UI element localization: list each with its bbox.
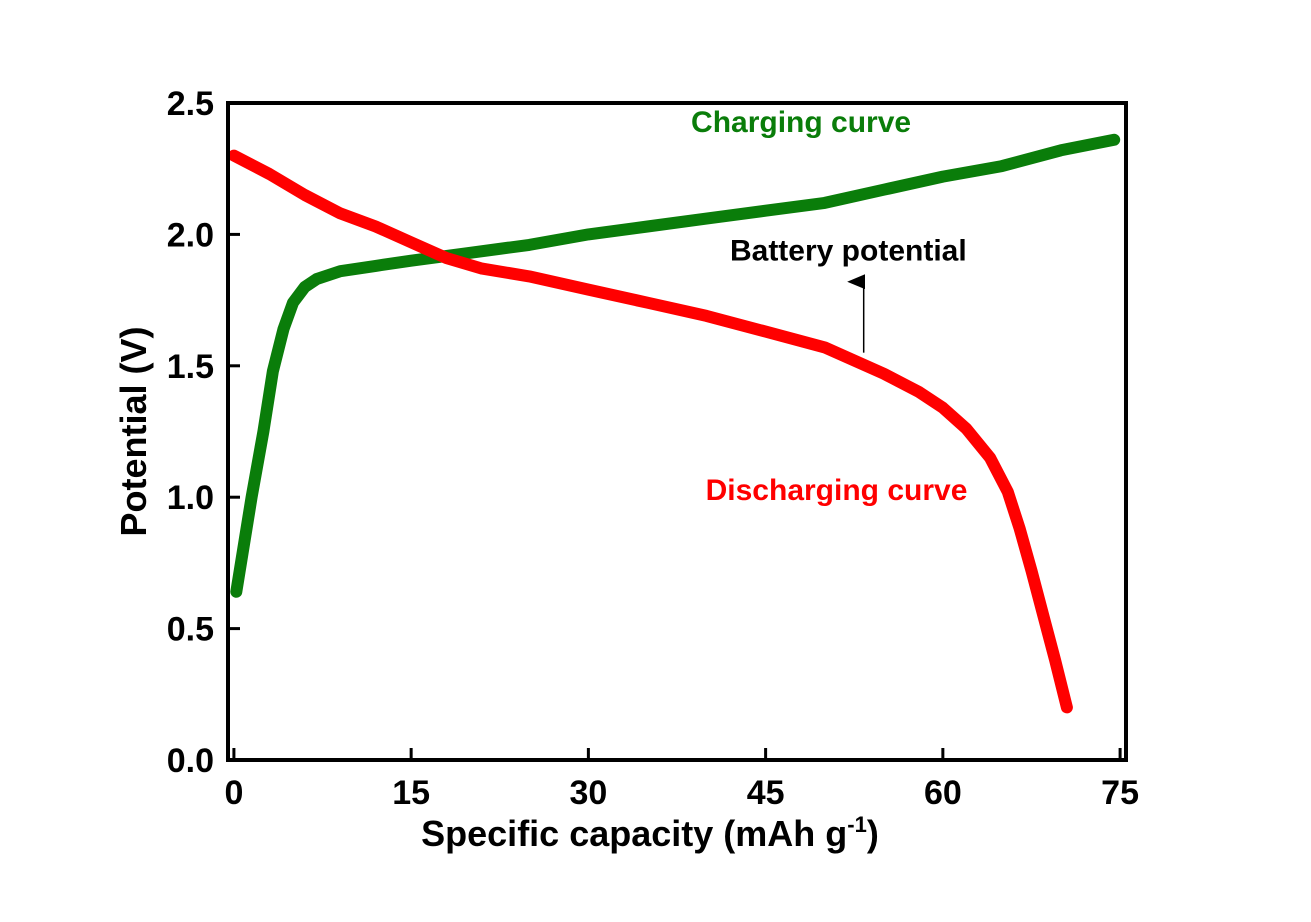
x-tick-label: 30: [569, 774, 607, 812]
series-layer: [227, 133, 1121, 714]
battery-potential-label: Battery potential: [730, 235, 967, 268]
series-line-charging: [230, 133, 1121, 598]
y-tick-label: 2.0: [167, 216, 214, 254]
x-axis-title-close: ): [867, 813, 879, 854]
x-tick-label: 75: [1101, 774, 1139, 812]
y-tick-label: 0.5: [167, 611, 214, 649]
x-tick-label: 15: [392, 774, 430, 812]
annotations-layer: Charging curve Battery potential Dischargi…: [691, 106, 967, 507]
ticks-layer: 0 15 30 45 60 75 0.0 0.5 1.0 1.5 2.0 2.5: [167, 85, 1139, 812]
x-axis-title-main: Specific capacity (mAh g: [421, 813, 847, 854]
y-tick-label: 2.5: [167, 85, 214, 123]
x-tick-label: 0: [224, 774, 243, 812]
x-axis-title-superscript: -1: [847, 812, 867, 837]
y-tick-label: 1.5: [167, 348, 214, 386]
x-axis-title: Specific capacity (mAh g-1): [421, 812, 879, 854]
y-axis-title: Potential (V): [113, 326, 154, 536]
series-line-discharging: [227, 149, 1073, 714]
y-tick-label: 1.0: [167, 479, 214, 517]
discharging-curve-label: Discharging curve: [706, 474, 968, 507]
x-tick-label: 60: [924, 774, 962, 812]
y-tick-label: 0.0: [167, 742, 214, 780]
charging-curve-label: Charging curve: [691, 106, 911, 139]
plot-frame: [226, 101, 1128, 762]
x-tick-label: 45: [747, 774, 785, 812]
